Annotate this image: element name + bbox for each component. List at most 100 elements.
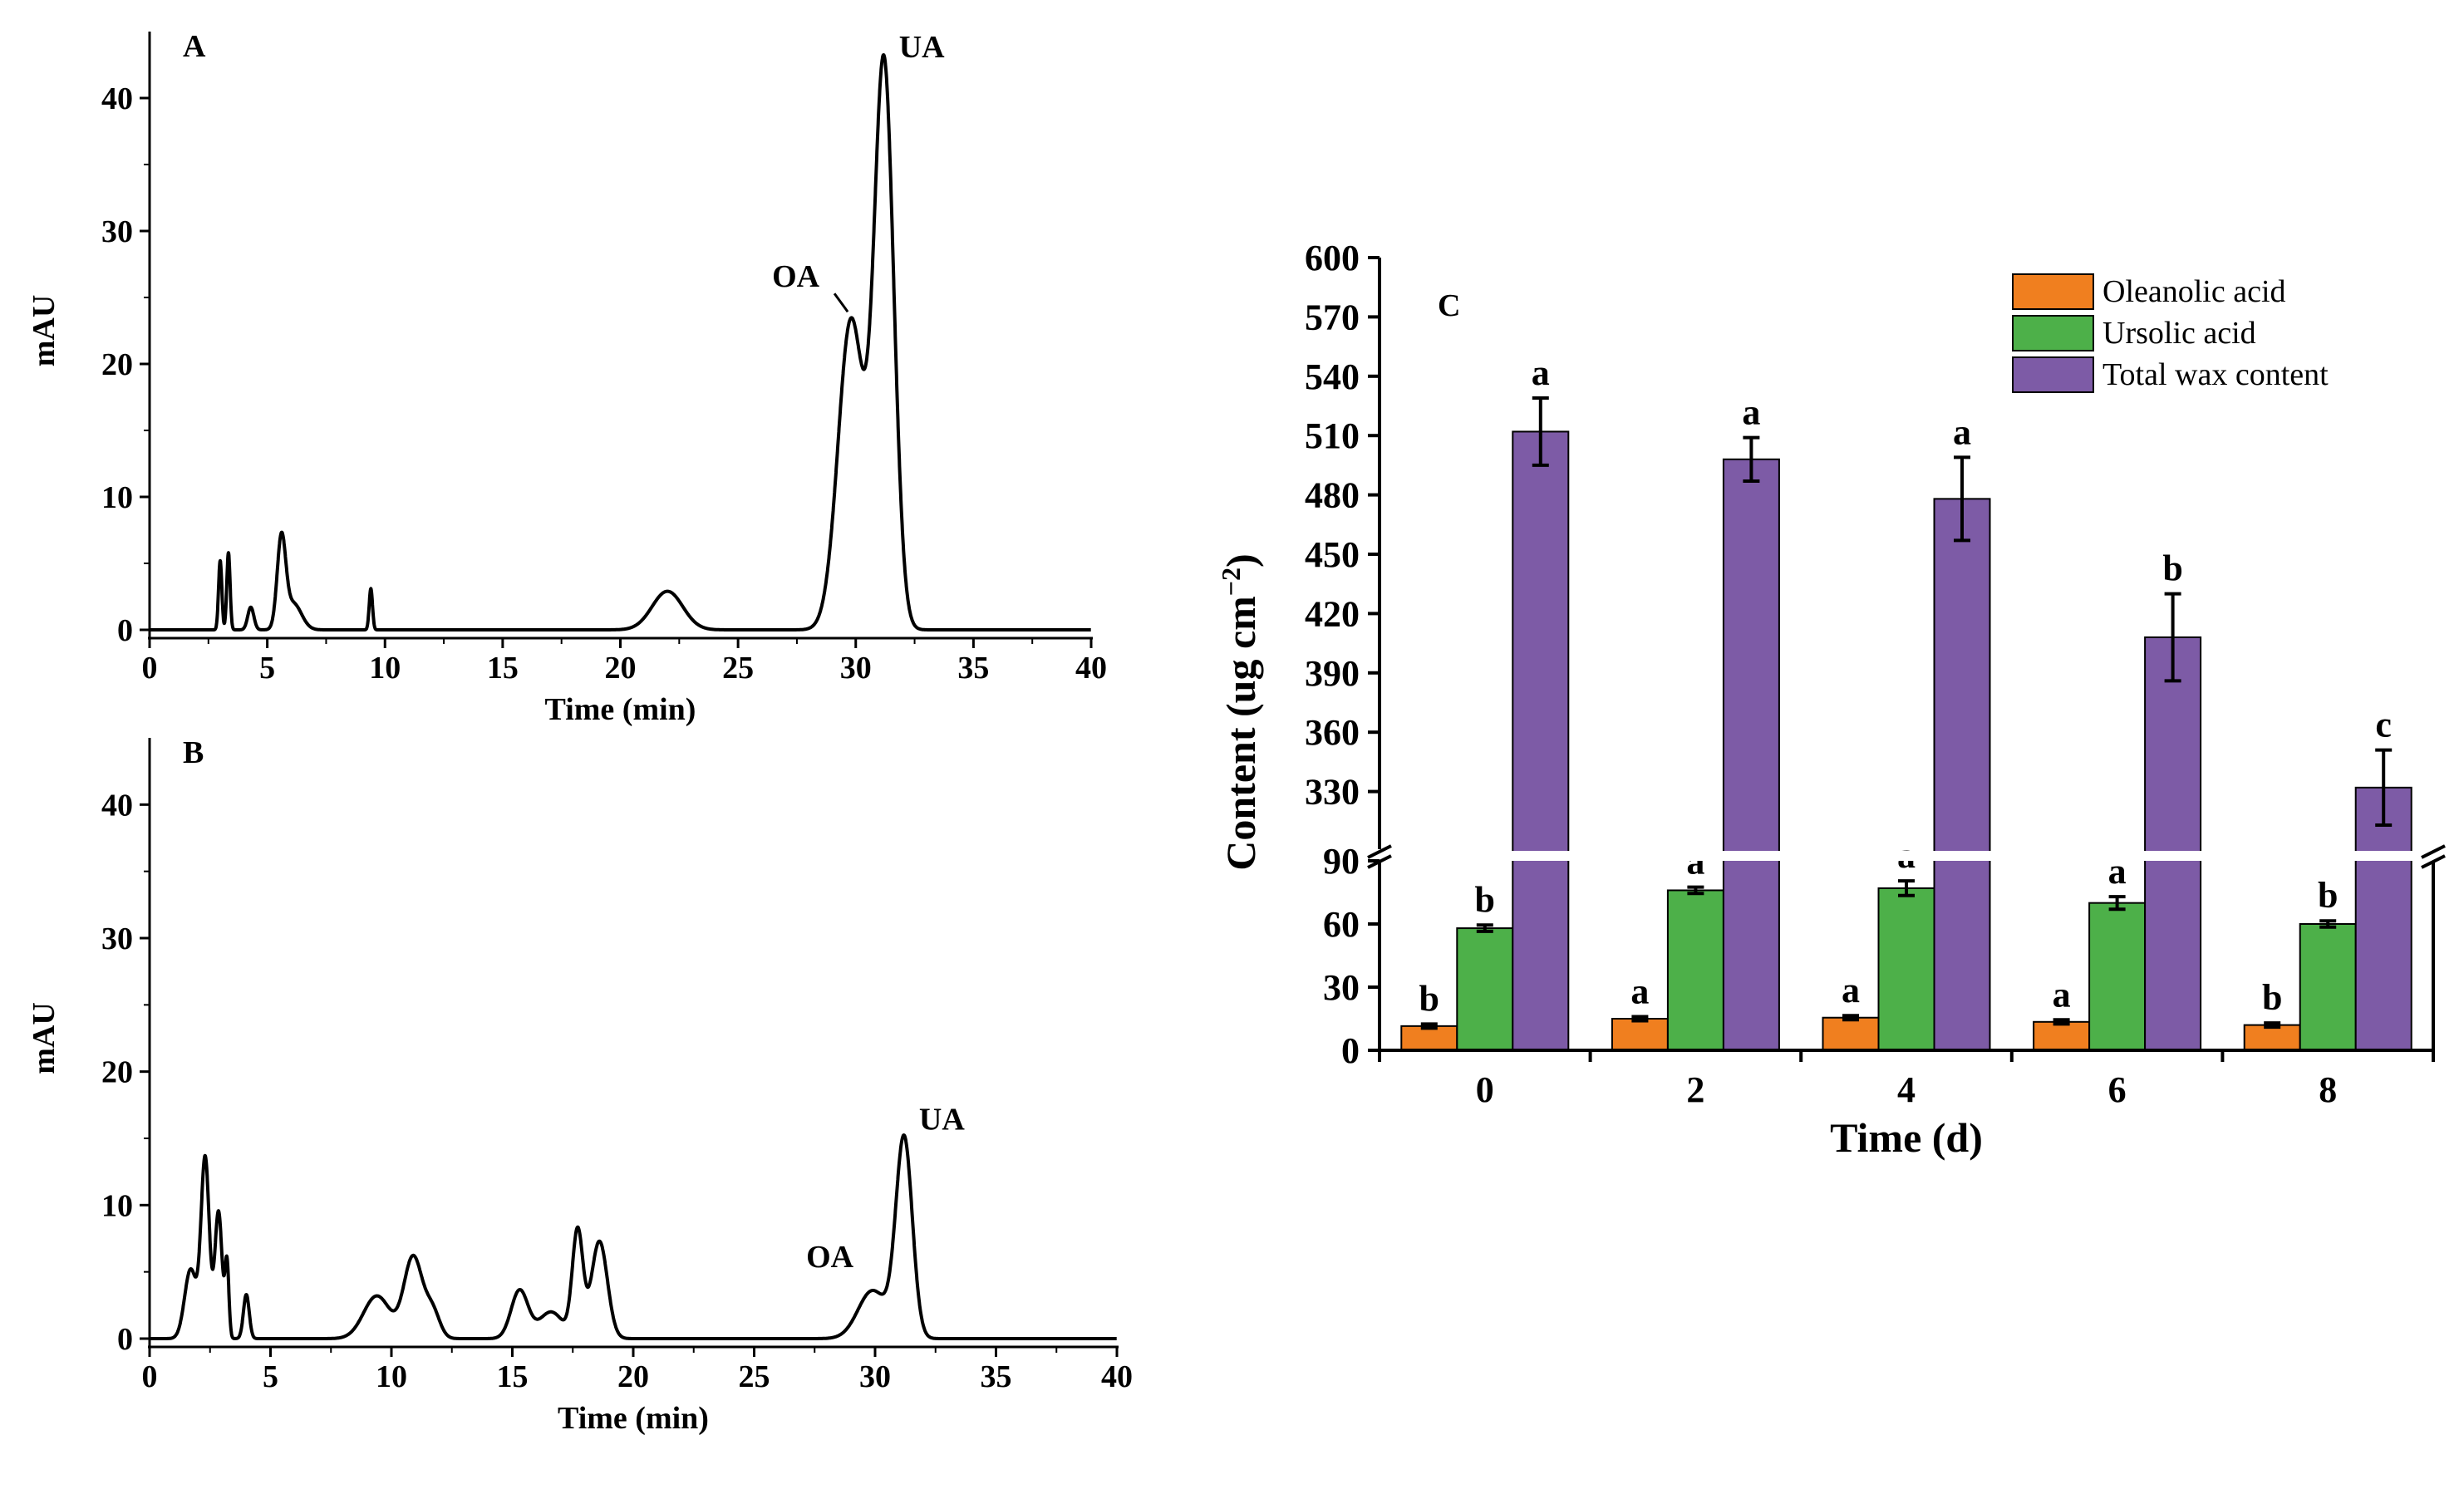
x-tick-label: 8 — [2319, 1069, 2337, 1110]
x-tick-label: 0 — [1476, 1069, 1494, 1110]
y-tick-label: 90 — [1323, 841, 1360, 882]
y-axis-title: mAU — [27, 295, 61, 367]
y-tick-label: 600 — [1305, 238, 1360, 278]
y-tick-label: 10 — [101, 1188, 133, 1223]
bar — [2088, 902, 2147, 1051]
x-axis-title: Time (d) — [1830, 1114, 1983, 1161]
x-tick-label: 20 — [617, 1359, 649, 1394]
legend-label: Total wax content — [2103, 357, 2329, 392]
significance-letter: a — [1842, 970, 1860, 1010]
x-tick-label: 0 — [142, 651, 158, 686]
panel-letter: A — [183, 29, 206, 64]
x-axis-title: Time (min) — [545, 692, 696, 727]
bar — [1611, 1018, 1669, 1051]
legend-swatch — [2012, 315, 2094, 351]
y-tick-label: 0 — [117, 613, 133, 648]
bar — [1456, 927, 1514, 1051]
legend-label: Oleanolic acid — [2103, 274, 2286, 309]
bar — [2243, 1024, 2301, 1051]
chromatogram-trace — [148, 1133, 1119, 1340]
panel-letter: B — [183, 735, 204, 770]
x-tick-label: 30 — [859, 1359, 891, 1394]
bar — [2299, 923, 2357, 1051]
y-axis-title: mAU — [27, 1002, 61, 1074]
significance-letter: a — [1686, 842, 1704, 882]
y-tick-label: 30 — [101, 214, 133, 249]
peak-label-ua: UA — [899, 30, 945, 65]
x-tick-label: 10 — [369, 651, 401, 686]
y-axis-title-main: Content (ug cm — [1217, 596, 1264, 871]
x-tick-label: 35 — [957, 651, 989, 686]
y-tick-label: 510 — [1305, 415, 1360, 456]
y-tick-label: 20 — [101, 1055, 133, 1090]
x-axis-title: Time (min) — [558, 1401, 709, 1436]
x-tick-label: 5 — [259, 651, 275, 686]
x-tick-label: 15 — [487, 651, 519, 686]
x-tick-label: 25 — [722, 651, 754, 686]
x-tick-label: 40 — [1075, 651, 1107, 686]
y-tick-label: 0 — [117, 1322, 133, 1357]
significance-letter: b — [2262, 977, 2282, 1018]
x-tick-label: 6 — [2108, 1069, 2127, 1110]
bar — [1722, 458, 1780, 1051]
x-tick-label: 2 — [1686, 1069, 1704, 1110]
bar — [1512, 430, 1570, 1051]
y-tick-label: 0 — [1341, 1030, 1360, 1071]
y-tick-label: 30 — [101, 921, 133, 956]
x-tick-label: 35 — [981, 1359, 1012, 1394]
peak-label-oa: OA — [806, 1240, 854, 1275]
significance-letter: a — [2108, 851, 2127, 892]
significance-letter: a — [1532, 352, 1550, 393]
bar — [2354, 786, 2412, 1052]
y-axis-title-exponent: −2 — [1216, 568, 1246, 596]
y-tick-label: 40 — [101, 788, 133, 823]
y-tick-label: 330 — [1305, 772, 1360, 813]
bar-chart-panel-c: baaabbaaabaaabc0306090330360390420450480… — [1216, 238, 2446, 1161]
axis-break-mark — [2421, 854, 2446, 869]
significance-letter: a — [1630, 971, 1649, 1011]
legend-swatch — [2012, 356, 2094, 393]
y-tick-label: 10 — [101, 480, 133, 515]
peak-leader-line — [833, 292, 849, 313]
significance-letter: b — [1475, 879, 1495, 920]
axis-break-mark — [2421, 844, 2446, 859]
x-tick-label: 15 — [497, 1359, 529, 1394]
panel-letter: C — [1438, 288, 1460, 323]
axis-break-gap — [1382, 851, 2431, 861]
peak-label-ua: UA — [919, 1103, 965, 1138]
significance-letter: a — [1953, 411, 1971, 452]
bar — [1933, 498, 1991, 1051]
y-axis-title: Content (ug cm−2) — [1216, 553, 1264, 870]
significance-letter: c — [2375, 705, 2392, 745]
y-tick-label: 450 — [1305, 534, 1360, 575]
significance-letter: b — [1419, 978, 1439, 1019]
significance-letter: b — [2318, 875, 2338, 916]
y-tick-label: 480 — [1305, 475, 1360, 516]
y-tick-label: 40 — [101, 81, 133, 116]
x-tick-label: 30 — [840, 651, 872, 686]
peak-label-oa: OA — [772, 259, 820, 294]
significance-letter: a — [1742, 392, 1760, 433]
y-tick-label: 420 — [1305, 593, 1360, 634]
x-tick-label: 5 — [263, 1359, 278, 1394]
y-tick-label: 60 — [1323, 904, 1360, 945]
bar — [2144, 636, 2202, 1052]
significance-letter: a — [2053, 974, 2071, 1015]
legend-label: Ursolic acid — [2103, 316, 2256, 351]
axis-break-mark — [1367, 844, 1392, 859]
chromatogram-panel-b: 0 5 10 15 20 25 30 35 40 0 10 20 30 40 Time (min) mAU B O… — [27, 735, 1133, 1436]
y-tick-label: 360 — [1305, 712, 1360, 753]
chromatogram-panel-a: 0 5 10 15 20 25 30 35 40 0 10 20 30 40 Time (min) mAU A O… — [27, 29, 1107, 727]
y-axis-title-close: ) — [1217, 553, 1264, 568]
x-tick-label: 25 — [739, 1359, 770, 1394]
y-tick-label: 390 — [1305, 653, 1360, 694]
y-tick-label: 30 — [1323, 967, 1360, 1008]
x-tick-label: 0 — [142, 1359, 158, 1394]
bar — [1666, 889, 1724, 1052]
y-tick-label: 540 — [1305, 356, 1360, 397]
y-tick-label: 20 — [101, 347, 133, 382]
significance-letter: b — [2162, 548, 2182, 589]
bar — [2033, 1020, 2091, 1052]
x-tick-label: 40 — [1101, 1359, 1133, 1394]
